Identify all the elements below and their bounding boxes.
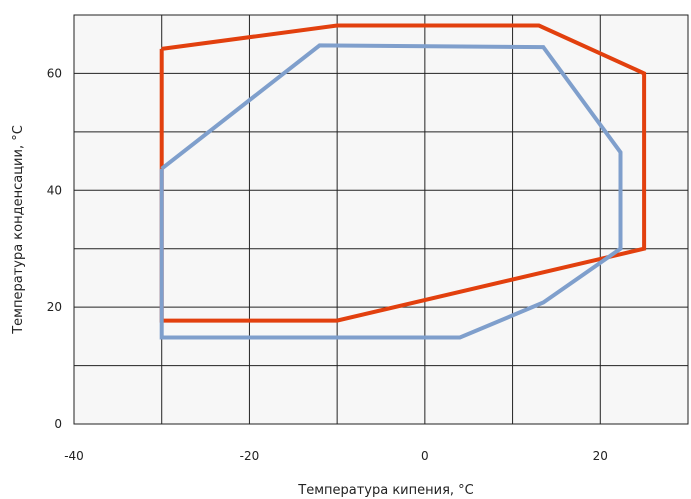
x-tick-label: 0 xyxy=(421,449,429,463)
y-tick-label: 40 xyxy=(47,183,62,197)
y-axis-label: Температура конденсации, °C xyxy=(11,125,26,335)
grid xyxy=(74,14,689,424)
x-tick-label: -40 xyxy=(64,449,84,463)
y-axis-ticks: 0 20 40 60 xyxy=(47,66,62,431)
plot-background xyxy=(73,14,689,425)
series-line-2 xyxy=(159,43,623,340)
series-line-1 xyxy=(159,23,647,323)
series-layer xyxy=(159,23,647,340)
y-tick-label: 0 xyxy=(54,417,62,431)
y-tick-label: 20 xyxy=(47,300,62,314)
x-tick-label: -20 xyxy=(240,449,260,463)
x-axis-ticks: -40 -20 0 20 xyxy=(64,449,608,463)
y-tick-label: 60 xyxy=(47,66,62,80)
x-tick-label: 20 xyxy=(593,449,608,463)
x-axis-label: Температура кипения, °C xyxy=(297,483,474,498)
